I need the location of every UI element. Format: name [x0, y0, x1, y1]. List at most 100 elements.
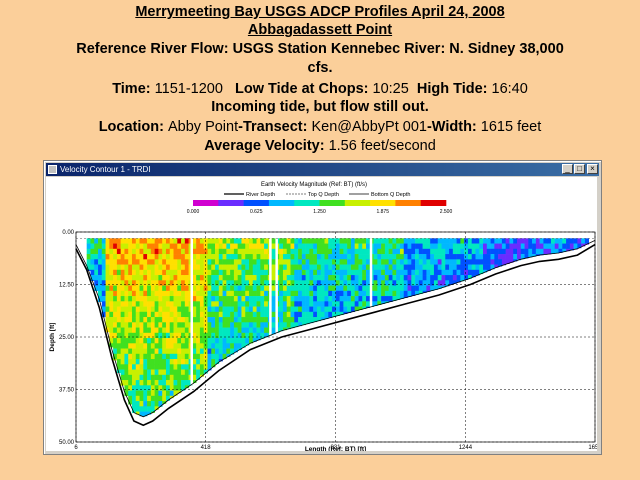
- velocity-cell: [131, 259, 137, 265]
- velocity-cell: [131, 406, 137, 412]
- minimize-button[interactable]: _: [562, 164, 573, 174]
- velocity-cell: [245, 306, 250, 313]
- velocity-cell: [135, 264, 140, 271]
- velocity-cell: [124, 238, 129, 244]
- velocity-cell: [366, 275, 371, 281]
- velocity-cell: [177, 317, 182, 323]
- velocity-cell: [298, 269, 303, 276]
- velocity-cell: [298, 254, 303, 260]
- velocity-cell: [199, 254, 205, 260]
- velocity-cell: [128, 322, 133, 328]
- velocity-cell: [354, 264, 359, 271]
- velocity-cell: [320, 254, 325, 260]
- velocity-cell: [581, 243, 586, 247]
- velocity-cell: [184, 301, 189, 307]
- velocity-cell: [184, 327, 189, 334]
- velocity-cell: [226, 280, 231, 286]
- velocity-cell: [316, 269, 322, 276]
- velocity-cell: [169, 327, 174, 334]
- velocity-cell: [467, 269, 472, 276]
- velocity-cell: [165, 332, 171, 339]
- velocity-cell: [433, 285, 439, 290]
- velocity-cell: [207, 285, 212, 292]
- velocity-cell: [494, 238, 499, 244]
- velocity-cell: [298, 301, 303, 307]
- velocity-cell: [354, 301, 359, 307]
- velocity-cell: [358, 254, 363, 260]
- velocity-cell: [196, 322, 201, 328]
- velocity-cell: [124, 385, 129, 391]
- velocity-cell: [158, 317, 163, 323]
- velocity-cell: [162, 364, 167, 370]
- velocity-cell: [150, 238, 155, 244]
- velocity-cell: [415, 254, 420, 260]
- velocity-cell: [245, 332, 250, 339]
- velocity-cell: [181, 374, 186, 381]
- velocity-cell: [143, 406, 148, 412]
- velocity-cell: [150, 269, 155, 276]
- velocity-cell: [158, 374, 163, 381]
- velocity-cell: [252, 332, 257, 339]
- velocity-cell: [282, 327, 288, 331]
- velocity-cell: [384, 243, 389, 250]
- velocity-cell: [116, 327, 121, 334]
- velocity-cell: [320, 306, 325, 313]
- velocity-cell: [377, 280, 382, 286]
- velocity-cell: [347, 243, 352, 250]
- velocity-cell: [358, 280, 363, 286]
- maximize-button[interactable]: □: [574, 164, 585, 174]
- velocity-cell: [233, 338, 238, 344]
- velocity-cell: [128, 380, 133, 386]
- velocity-cell: [245, 275, 250, 281]
- velocity-cell: [230, 322, 235, 328]
- velocity-cell: [245, 285, 250, 292]
- velocity-cell: [354, 243, 359, 250]
- velocity-cell: [241, 296, 246, 302]
- velocity-cell: [381, 248, 386, 255]
- velocity-cell: [366, 296, 371, 302]
- velocity-cell: [199, 301, 205, 307]
- velocity-cell: [135, 269, 140, 276]
- velocity-cell: [282, 317, 288, 323]
- velocity-cell: [196, 238, 201, 244]
- velocity-cell: [343, 306, 348, 313]
- legend-label: Top Q Depth: [308, 192, 339, 198]
- velocity-cell: [441, 243, 446, 250]
- velocity-cell: [173, 301, 178, 307]
- velocity-cell: [532, 238, 537, 244]
- velocity-cell: [165, 374, 171, 381]
- velocity-cell: [290, 259, 295, 265]
- velocity-cell: [313, 280, 318, 286]
- velocity-cell: [456, 248, 461, 255]
- velocity-cell: [147, 317, 152, 323]
- window-titlebar[interactable]: Velocity Contour 1 - TRDI _ □ ×: [46, 163, 599, 176]
- velocity-cell: [218, 254, 223, 260]
- velocity-cell: [282, 275, 288, 281]
- close-button[interactable]: ×: [587, 164, 598, 174]
- velocity-cell: [396, 243, 401, 250]
- velocity-cell: [343, 259, 348, 265]
- velocity-cell: [98, 248, 103, 255]
- velocity-cell: [298, 238, 303, 244]
- velocity-cell: [320, 248, 325, 255]
- velocity-cell: [109, 238, 114, 244]
- velocity-cell: [135, 301, 140, 307]
- velocity-cell: [113, 327, 118, 334]
- velocity-cell: [177, 385, 182, 391]
- velocity-cell: [407, 259, 412, 265]
- velocity-cell: [109, 259, 114, 265]
- velocity-cell: [362, 254, 367, 260]
- velocity-cell: [150, 254, 155, 260]
- velocity-cell: [98, 238, 103, 244]
- velocity-cell: [332, 285, 337, 292]
- transect-label: -Transect:: [238, 119, 308, 135]
- velocity-cell: [173, 332, 178, 339]
- velocity-cell: [113, 248, 118, 255]
- velocity-cell: [158, 385, 163, 391]
- velocity-cell: [237, 301, 242, 307]
- velocity-cell: [196, 248, 201, 255]
- velocity-cell: [313, 311, 318, 318]
- velocity-cell: [301, 296, 306, 302]
- velocity-cell: [320, 317, 325, 321]
- velocity-cell: [286, 327, 291, 330]
